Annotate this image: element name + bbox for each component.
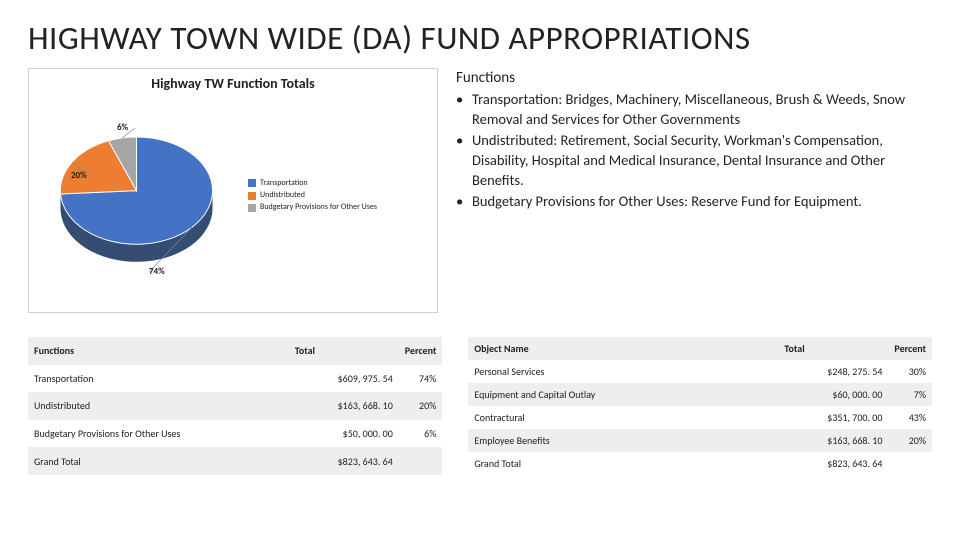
table-cell: $351, 700. 00 — [778, 406, 888, 429]
table-cell: Budgetary Provisions for Other Uses — [28, 420, 289, 448]
pie-slice-label: 6% — [117, 122, 128, 133]
functions-explain: Functions •Transportation: Bridges, Mach… — [456, 68, 932, 313]
table-cell: $60, 000. 00 — [778, 383, 888, 406]
table-cell: $609, 975. 54 — [289, 365, 399, 393]
table-cell: Grand Total — [468, 452, 778, 475]
table-header: Percent — [399, 337, 443, 365]
explain-item: •Transportation: Bridges, Machinery, Mis… — [456, 90, 932, 129]
table-row: Personal Services$248, 275. 5430% — [468, 360, 932, 383]
legend-item: Transportation — [248, 178, 377, 189]
table-cell: 74% — [399, 365, 443, 393]
table-cell — [888, 452, 932, 475]
table-row: Contractural$351, 700. 0043% — [468, 406, 932, 429]
table-cell: Contractural — [468, 406, 778, 429]
table-cell: 6% — [399, 420, 443, 448]
table-row: Grand Total$823, 643. 64 — [28, 447, 442, 475]
objects-table: Object NameTotalPercentPersonal Services… — [468, 337, 932, 475]
table-header: Functions — [28, 337, 289, 365]
table-row: Employee Benefits$163, 668. 1020% — [468, 429, 932, 452]
explain-item: •Undistributed: Retirement, Social Secur… — [456, 131, 932, 190]
table-header: Total — [778, 337, 888, 360]
table-cell: Personal Services — [468, 360, 778, 383]
table-cell: 7% — [888, 383, 932, 406]
chart-legend: TransportationUndistributedBudgetary Pro… — [248, 177, 377, 215]
table-row: Grand Total$823, 643. 64 — [468, 452, 932, 475]
table-header: Total — [289, 337, 399, 365]
pie-slice-label: 20% — [71, 170, 87, 181]
table-cell: 20% — [399, 392, 443, 420]
table-cell: $823, 643. 64 — [778, 452, 888, 475]
pie-slice-label: 74% — [149, 266, 165, 277]
legend-item: Undistributed — [248, 190, 377, 201]
table-cell: 43% — [888, 406, 932, 429]
explain-item: •Budgetary Provisions for Other Uses: Re… — [456, 192, 932, 212]
page-title: HIGHWAY TOWN WIDE (DA) FUND APPROPRIATIO… — [28, 18, 932, 58]
table-cell: Undistributed — [28, 392, 289, 420]
table-cell: $823, 643. 64 — [289, 447, 399, 475]
table-cell: 20% — [888, 429, 932, 452]
table-cell: Transportation — [28, 365, 289, 393]
explain-heading: Functions — [456, 68, 932, 88]
legend-item: Budgetary Provisions for Other Uses — [248, 202, 377, 213]
top-row: Highway TW Function Totals 74% 20% 6% Tr… — [28, 68, 932, 313]
table-cell: Employee Benefits — [468, 429, 778, 452]
table-row: Budgetary Provisions for Other Uses$50, … — [28, 420, 442, 448]
tables-row: FunctionsTotalPercentTransportation$609,… — [28, 337, 932, 475]
table-header: Object Name — [468, 337, 778, 360]
table-cell: Grand Total — [28, 447, 289, 475]
table-cell: Equipment and Capital Outlay — [468, 383, 778, 406]
chart-title: Highway TW Function Totals — [39, 75, 427, 92]
table-row: Transportation$609, 975. 5474% — [28, 365, 442, 393]
table-cell: $50, 000. 00 — [289, 420, 399, 448]
table-cell — [399, 447, 443, 475]
table-cell: $248, 275. 54 — [778, 360, 888, 383]
functions-table: FunctionsTotalPercentTransportation$609,… — [28, 337, 442, 475]
table-cell: $163, 668. 10 — [778, 429, 888, 452]
table-header: Percent — [888, 337, 932, 360]
table-cell: 30% — [888, 360, 932, 383]
table-row: Undistributed$163, 668. 1020% — [28, 392, 442, 420]
table-cell: $163, 668. 10 — [289, 392, 399, 420]
table-row: Equipment and Capital Outlay$60, 000. 00… — [468, 383, 932, 406]
pie-chart: 74% 20% 6% — [39, 98, 234, 293]
chart-panel: Highway TW Function Totals 74% 20% 6% Tr… — [28, 68, 438, 313]
